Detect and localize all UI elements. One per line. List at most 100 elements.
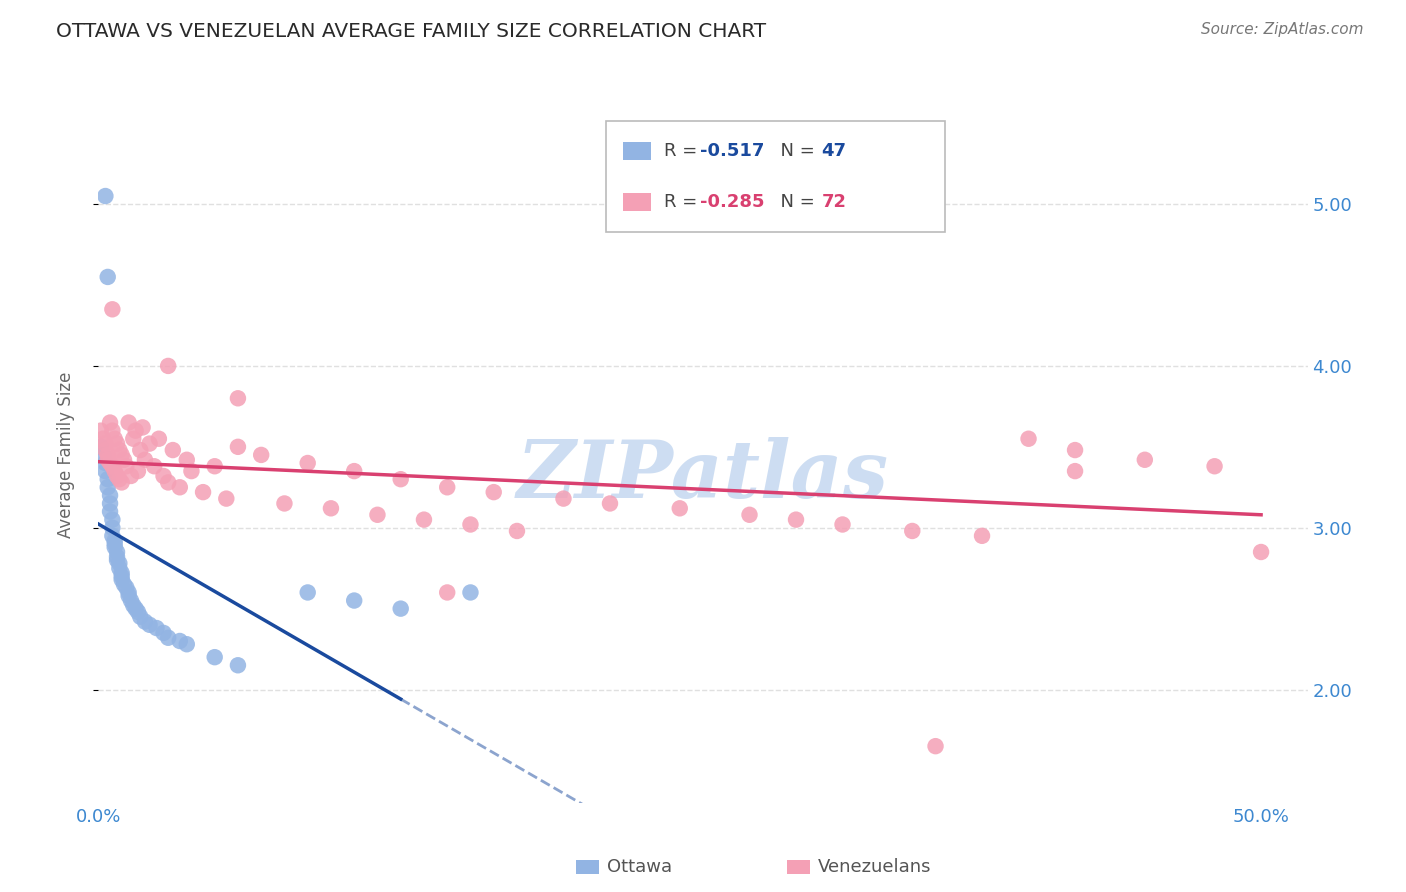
- Point: [90, 440, 112, 454]
- Point: [389, 601, 412, 615]
- Point: [111, 448, 134, 462]
- Text: -0.517: -0.517: [700, 142, 765, 160]
- Point: [97, 269, 120, 284]
- Point: [90, 424, 112, 438]
- Point: [157, 475, 180, 490]
- Point: [152, 626, 174, 640]
- Point: [831, 517, 853, 532]
- Point: [101, 513, 124, 527]
- Point: [111, 475, 134, 490]
- Point: [91, 432, 114, 446]
- Point: [297, 585, 319, 599]
- Point: [108, 443, 131, 458]
- Point: [1064, 443, 1087, 458]
- Text: R =: R =: [664, 194, 703, 211]
- Point: [1064, 464, 1087, 478]
- Point: [226, 658, 249, 673]
- Point: [215, 491, 238, 506]
- Point: [101, 302, 124, 317]
- Point: [115, 581, 138, 595]
- Point: [482, 485, 505, 500]
- Point: [111, 573, 134, 587]
- Point: [970, 529, 993, 543]
- Point: [129, 609, 152, 624]
- Point: [97, 472, 120, 486]
- Point: [98, 496, 121, 510]
- Point: [124, 601, 146, 615]
- Point: [97, 452, 120, 467]
- Point: [157, 359, 180, 373]
- Point: [785, 513, 807, 527]
- Point: [120, 469, 142, 483]
- Point: [460, 517, 482, 532]
- Point: [319, 501, 342, 516]
- Point: [176, 452, 198, 467]
- Point: [1204, 459, 1226, 474]
- Point: [143, 459, 166, 474]
- Point: [134, 615, 156, 629]
- Point: [343, 464, 366, 478]
- Point: [104, 537, 127, 551]
- Point: [122, 432, 145, 446]
- Point: [101, 459, 124, 474]
- Point: [94, 464, 117, 478]
- Point: [118, 589, 141, 603]
- Point: [112, 577, 135, 591]
- Point: [94, 443, 117, 458]
- Point: [1133, 452, 1156, 467]
- Point: [162, 443, 184, 458]
- Point: [101, 529, 124, 543]
- Point: [191, 485, 214, 500]
- Text: Source: ZipAtlas.com: Source: ZipAtlas.com: [1201, 22, 1364, 37]
- Point: [413, 513, 436, 527]
- Point: [108, 561, 131, 575]
- Point: [138, 436, 160, 450]
- Point: [366, 508, 388, 522]
- Point: [105, 545, 128, 559]
- Point: [297, 456, 319, 470]
- Point: [111, 566, 134, 580]
- Point: [112, 452, 135, 467]
- Point: [506, 524, 529, 538]
- Point: [176, 637, 198, 651]
- Text: R =: R =: [664, 142, 703, 160]
- Point: [250, 448, 273, 462]
- Text: -0.285: -0.285: [700, 194, 765, 211]
- Point: [157, 631, 180, 645]
- Point: [1018, 432, 1040, 446]
- Point: [226, 440, 249, 454]
- Point: [901, 524, 924, 538]
- Point: [599, 496, 621, 510]
- Point: [118, 585, 141, 599]
- Point: [668, 501, 690, 516]
- Point: [120, 593, 142, 607]
- Text: N =: N =: [769, 194, 821, 211]
- Point: [131, 420, 153, 434]
- Point: [738, 508, 761, 522]
- Point: [104, 533, 127, 548]
- Point: [127, 464, 149, 478]
- Point: [124, 424, 146, 438]
- Point: [127, 605, 149, 619]
- Text: 72: 72: [821, 194, 846, 211]
- Point: [169, 634, 191, 648]
- Point: [97, 448, 120, 462]
- Text: 47: 47: [821, 142, 846, 160]
- Point: [169, 480, 191, 494]
- Point: [553, 491, 575, 506]
- Text: N =: N =: [769, 142, 821, 160]
- Point: [924, 739, 946, 754]
- Point: [94, 456, 117, 470]
- Point: [105, 469, 128, 483]
- Point: [122, 599, 145, 613]
- Point: [98, 504, 121, 518]
- Point: [105, 436, 128, 450]
- Point: [98, 488, 121, 502]
- Point: [180, 464, 202, 478]
- Point: [118, 416, 141, 430]
- Point: [152, 469, 174, 483]
- Point: [145, 621, 167, 635]
- Point: [226, 392, 249, 406]
- Point: [105, 553, 128, 567]
- Point: [129, 443, 152, 458]
